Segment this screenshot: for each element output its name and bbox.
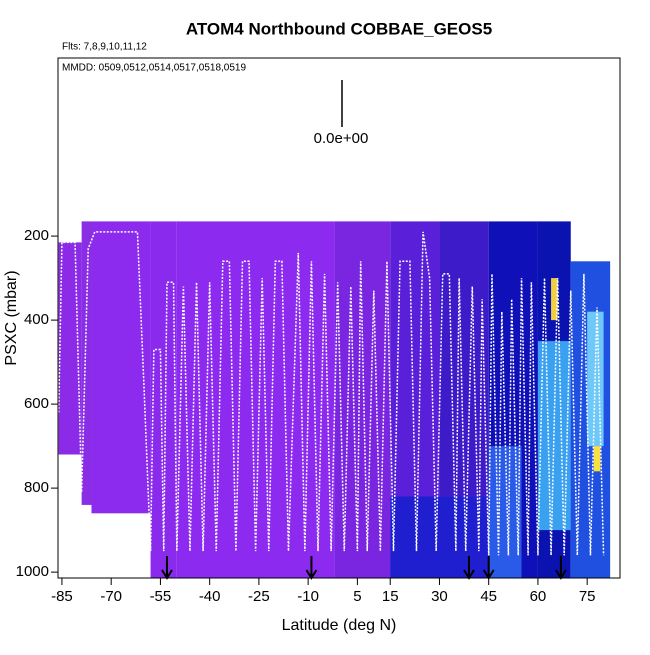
x-tick-label: 75: [579, 588, 596, 605]
x-tick-label: -10: [297, 588, 319, 605]
flight-track: [58, 231, 605, 556]
latitude-arrow: [482, 556, 495, 580]
x-tick-label: 15: [382, 588, 399, 605]
curtain-cell: [390, 496, 489, 578]
y-axis-label: PSXC (mbar): [3, 270, 20, 365]
flights-note: Flts: 7,8,9,10,11,12: [62, 42, 147, 53]
curtain-cell: [176, 221, 335, 578]
dates-note: MMDD: 0509,0512,0514,0517,0518,0519: [62, 63, 246, 74]
x-tick-label: -55: [150, 588, 172, 605]
scale-label: 0.0e+00: [314, 130, 369, 147]
x-tick-label: -85: [51, 588, 73, 605]
x-tick-label: 5: [353, 588, 361, 605]
x-tick-label: 45: [480, 588, 497, 605]
x-axis-label: Latitude (deg N): [282, 617, 397, 634]
curtain: [58, 221, 611, 578]
latitude-arrow: [555, 556, 567, 580]
y-tick-label: 600: [24, 395, 49, 412]
y-tick-label: 400: [24, 311, 49, 328]
y-tick-label: 200: [24, 227, 49, 244]
curtain-cell: [593, 446, 601, 472]
curtain-cell: [334, 221, 391, 578]
x-tick-label: -70: [100, 588, 122, 605]
y-tick-label: 1000: [16, 563, 49, 580]
x-tick-label: -25: [248, 588, 270, 605]
curtain-cell: [551, 278, 558, 321]
x-tick-label: 60: [530, 588, 547, 605]
curtain-cell: [58, 242, 82, 455]
plot-frame: [57, 57, 621, 579]
curtain-cell: [587, 311, 604, 447]
chart-title: ATOM4 Northbound COBBAE_GEOS5: [186, 19, 492, 38]
y-tick-label: 800: [24, 479, 49, 496]
x-tick-label: 30: [431, 588, 448, 605]
latitude-arrow: [463, 556, 475, 580]
latitude-arrow: [305, 556, 318, 580]
latitude-arrow: [161, 556, 173, 580]
x-tick-label: -40: [199, 588, 221, 605]
curtain-cell: [439, 221, 489, 497]
curtain-cell: [91, 221, 151, 514]
curtain-cell: [81, 221, 92, 505]
